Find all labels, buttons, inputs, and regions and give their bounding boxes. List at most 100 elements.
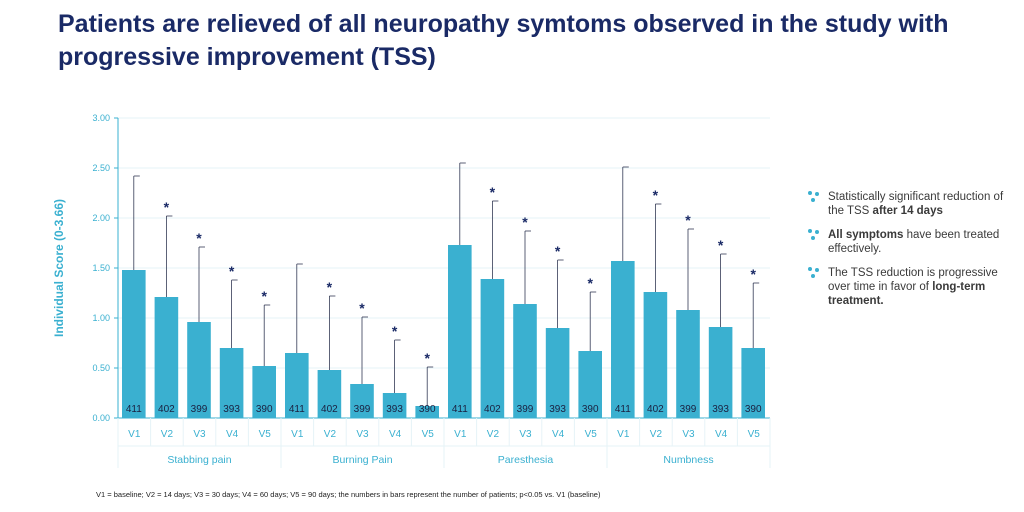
bar-chart: 0.00 0.50 1.00 1.50 2.00 2.50 3.00 Individual S… [52, 113, 771, 468]
y-tick-label: 2.50 [92, 163, 110, 173]
significance-marker: * [424, 350, 430, 366]
x-tick-label: V5 [585, 429, 598, 440]
bar [252, 366, 276, 418]
bullet-dots-icon [808, 267, 820, 279]
x-tick-label: V2 [487, 429, 500, 440]
finding-text: The TSS reduction is progressive over ti… [828, 267, 998, 293]
x-tick-label: V3 [682, 429, 695, 440]
bar [154, 297, 179, 418]
x-tick-label: V1 [617, 429, 630, 440]
x-tick-label: V3 [356, 429, 369, 440]
significance-marker: * [327, 279, 333, 295]
finding-item: The TSS reduction is progressive over ti… [808, 266, 1013, 308]
x-tick-label: V1 [128, 429, 141, 440]
group-label: Stabbing pain [167, 454, 231, 466]
bar [219, 348, 244, 418]
bar [611, 261, 635, 418]
significance-marker: * [653, 187, 659, 203]
y-tick-label: 2.00 [92, 213, 110, 223]
bar [643, 292, 668, 418]
patient-count-label: 399 [517, 404, 534, 415]
bar [676, 310, 700, 418]
patient-count-label: 399 [354, 404, 371, 415]
significance-marker: * [261, 288, 267, 304]
bar [708, 327, 733, 418]
patient-count-label: 390 [256, 404, 273, 415]
x-tick-label: V2 [650, 429, 663, 440]
y-tick-label: 3.00 [92, 113, 110, 123]
patient-count-label: 393 [712, 404, 729, 415]
significance-marker: * [750, 266, 756, 282]
finding-item: All symptoms have been treated effective… [808, 228, 1013, 256]
y-tick-label: 0.50 [92, 363, 110, 373]
patient-count-label: 402 [484, 404, 501, 415]
y-tick-label: 0.00 [92, 413, 110, 423]
bar [285, 353, 309, 418]
x-tick-label: V3 [193, 429, 206, 440]
x-tick-label: V2 [324, 429, 337, 440]
bar [317, 370, 342, 418]
significance-marker: * [196, 230, 202, 246]
finding-bold: long-term treatment. [828, 281, 986, 307]
bar [741, 348, 765, 418]
bar [122, 270, 146, 418]
patient-count-label: 411 [452, 404, 468, 415]
y-tick-label: 1.50 [92, 263, 110, 273]
patient-count-label: 402 [321, 404, 338, 415]
significance-marker: * [392, 323, 398, 339]
bar [513, 304, 537, 418]
bar [448, 245, 472, 418]
significance-marker: * [685, 212, 691, 228]
x-tick-label: V4 [389, 429, 402, 440]
patient-count-label: 390 [419, 404, 436, 415]
x-tick-label: V5 [259, 429, 272, 440]
finding-text: Statistically significant reduction of t… [828, 191, 1004, 217]
key-findings-list: Statistically significant reduction of t… [808, 190, 1013, 318]
bar [382, 393, 407, 418]
patient-count-label: 393 [549, 404, 566, 415]
significance-marker: * [490, 184, 496, 200]
patient-count-label: 399 [680, 404, 697, 415]
group-label: Paresthesia [498, 454, 554, 466]
patient-count-label: 411 [615, 404, 631, 415]
x-tick-label: V3 [519, 429, 532, 440]
group-label: Numbness [663, 454, 713, 466]
significance-marker: * [229, 263, 235, 279]
bullet-dots-icon [808, 191, 820, 203]
x-tick-label: V5 [748, 429, 761, 440]
y-tick-label: 1.00 [92, 313, 110, 323]
significance-marker: * [164, 199, 170, 215]
x-tick-label: V1 [454, 429, 467, 440]
bar [350, 384, 374, 418]
patient-count-label: 393 [386, 404, 403, 415]
group-label: Burning Pain [332, 454, 392, 466]
patient-count-label: 399 [191, 404, 208, 415]
finding-bold: after 14 days [872, 205, 943, 217]
bar [480, 279, 505, 418]
significance-marker: * [587, 275, 593, 291]
significance-marker: * [718, 237, 724, 253]
bullet-dots-icon [808, 229, 820, 241]
slide-title: Patients are relieved of all neuropathy … [58, 10, 949, 71]
x-tick-label: V1 [291, 429, 304, 440]
patient-count-label: 411 [289, 404, 305, 415]
significance-marker: * [359, 300, 365, 316]
x-tick-label: V4 [715, 429, 728, 440]
x-tick-label: V5 [422, 429, 435, 440]
bar [187, 322, 211, 418]
patient-count-label: 402 [647, 404, 664, 415]
chart-footnote: V1 = baseline; V2 = 14 days; V3 = 30 day… [96, 490, 601, 499]
patient-count-label: 411 [126, 404, 142, 415]
patient-count-label: 390 [745, 404, 762, 415]
x-tick-label: V2 [161, 429, 174, 440]
finding-item: Statistically significant reduction of t… [808, 190, 1013, 218]
bar [415, 406, 439, 418]
patient-count-label: 390 [582, 404, 599, 415]
x-tick-label: V4 [226, 429, 239, 440]
patient-count-label: 393 [223, 404, 240, 415]
bar [545, 328, 570, 418]
x-tick-label: V4 [552, 429, 565, 440]
bar [578, 351, 602, 418]
patient-count-label: 402 [158, 404, 175, 415]
finding-text-after: have been treated effectively. [828, 229, 1000, 255]
